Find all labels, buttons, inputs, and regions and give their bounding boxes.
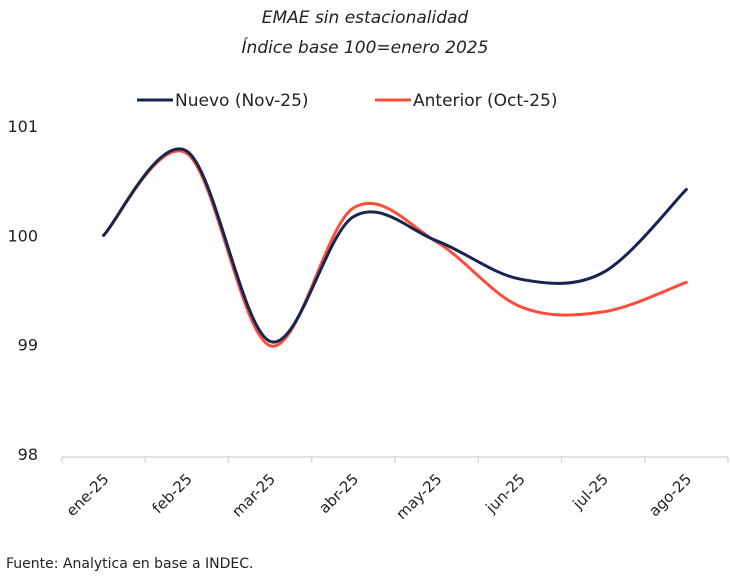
series-line-anterior [102, 149, 688, 348]
legend-label: Nuevo (Nov-25) [175, 91, 309, 111]
x-tick-label: jun-25 [482, 470, 529, 517]
chart-title: EMAE sin estacionalidad [261, 8, 469, 28]
x-tick-label: ago-25 [645, 470, 695, 520]
source-note: Fuente: Analytica en base a INDEC. [6, 556, 254, 572]
x-tick-label: mar-25 [228, 470, 279, 521]
y-tick-label: 98 [18, 445, 38, 464]
series-line-nuevo [102, 147, 688, 344]
legend-label: Anterior (Oct-25) [413, 91, 557, 111]
y-tick-label: 101 [7, 117, 38, 136]
y-tick-label: 100 [7, 226, 38, 245]
x-tick-label: feb-25 [149, 470, 196, 517]
y-tick-label: 99 [18, 336, 38, 355]
x-tick-label: jul-25 [569, 470, 612, 513]
chart-subtitle: Índice base 100=enero 2025 [241, 38, 489, 58]
x-tick-label: ene-25 [63, 470, 113, 520]
x-tick-label: abr-25 [315, 470, 362, 517]
x-tick-label: may-25 [392, 470, 445, 523]
